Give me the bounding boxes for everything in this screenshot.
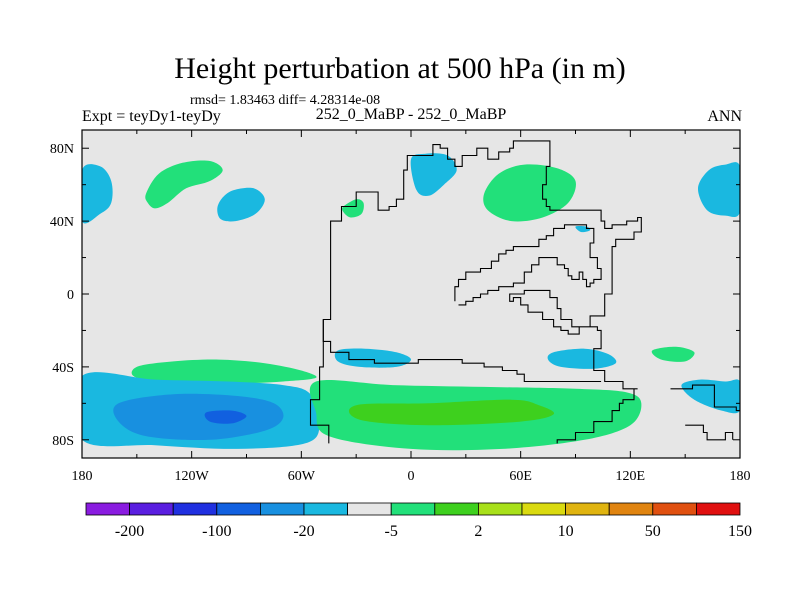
region-southern-ocean-core-positive xyxy=(348,399,555,426)
southeast-pacific-outline xyxy=(670,384,740,412)
colorbar-box-8 xyxy=(434,502,479,516)
colorbar-box-0 xyxy=(85,502,130,516)
southern-coast-outline xyxy=(322,319,602,383)
continent-outlines xyxy=(309,140,740,444)
y-tick-label-0: 80N xyxy=(50,142,74,157)
region-siberia-positive xyxy=(483,164,576,222)
region-southern-pacific-positive-band xyxy=(131,359,317,384)
region-southern-pacific-core-negative xyxy=(113,393,284,441)
region-north-pacific-west-positive xyxy=(145,160,223,209)
colorbar-label-5: 10 xyxy=(558,523,574,540)
colorbar-box-11 xyxy=(565,502,610,516)
y-tick-label-3: 40S xyxy=(52,361,74,376)
colorbar-label-1: -100 xyxy=(202,523,231,540)
colorbar-label-4: 2 xyxy=(474,523,482,540)
stats-text: rmsd= 1.83463 diff= 4.28314e-08 xyxy=(190,93,381,108)
y-axis: 80N 40N 0 40S 80S xyxy=(50,142,740,449)
colorbar-box-14 xyxy=(696,502,741,516)
x-tick-label-2: 60W xyxy=(288,469,316,484)
main-continent-outline xyxy=(309,140,642,444)
x-tick-label-3: 0 xyxy=(408,469,415,484)
region-southeast-pacific-negative xyxy=(681,379,740,414)
chart-title: Height perturbation at 500 hPa (in m) xyxy=(174,52,626,85)
colorbar-box-5 xyxy=(303,502,348,516)
colorbar-box-3 xyxy=(216,502,261,516)
colorbar-label-6: 50 xyxy=(645,523,661,540)
y-tick-label-4: 80S xyxy=(52,434,74,449)
x-tick-label-6: 180 xyxy=(730,469,751,484)
colorbar-box-1 xyxy=(129,502,174,516)
colorbar-box-13 xyxy=(652,502,697,516)
region-north-atlantic-positive xyxy=(342,199,364,218)
colorbar-box-9 xyxy=(477,502,523,516)
colorbar-box-4 xyxy=(259,502,305,516)
x-tick-label-5: 120E xyxy=(616,469,646,484)
colorbar-label-3: -5 xyxy=(385,523,398,540)
y-tick-label-1: 40N xyxy=(50,215,74,230)
inner-continent-outline xyxy=(454,224,602,306)
colorbar-label-0: -200 xyxy=(115,523,144,540)
colorbar-label-2: -20 xyxy=(293,523,314,540)
colorbar-box-10 xyxy=(521,502,566,516)
x-tick-label-4: 60E xyxy=(509,469,532,484)
region-north-america-negative xyxy=(217,187,265,222)
region-south-pacific-east-positive xyxy=(651,346,695,362)
region-southern-indian-negative xyxy=(547,348,617,369)
colorbar: -200 -100 -20 -5 2 10 50 150 xyxy=(85,502,752,540)
season-label: ANN xyxy=(707,108,742,125)
colorbar-box-6 xyxy=(347,502,392,516)
experiment-label: Expt = teyDy1-teyDy xyxy=(82,108,221,125)
region-north-pacific-east-negative xyxy=(82,164,113,224)
region-southern-pacific-innermost xyxy=(204,410,247,424)
colorbar-box-7 xyxy=(390,502,436,516)
region-arctic-negative xyxy=(410,153,457,196)
south-pacific-islands-outline xyxy=(685,424,734,441)
colorbar-box-12 xyxy=(608,502,654,516)
x-axis: 180 120W 60W 0 60E 120E 180 xyxy=(72,130,751,484)
y-tick-label-2: 0 xyxy=(67,288,74,303)
case-label: 252_0_MaBP - 252_0_MaBP xyxy=(315,106,507,123)
region-north-pacific-dateline-negative xyxy=(697,162,740,217)
x-tick-label-1: 120W xyxy=(175,469,210,484)
colorbar-box-2 xyxy=(172,502,218,516)
contour-regions xyxy=(82,153,740,451)
colorbar-label-7: 150 xyxy=(728,523,752,540)
x-tick-label-0: 180 xyxy=(72,469,93,484)
